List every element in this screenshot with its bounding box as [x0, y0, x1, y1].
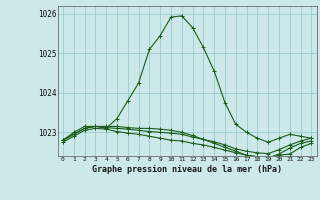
X-axis label: Graphe pression niveau de la mer (hPa): Graphe pression niveau de la mer (hPa): [92, 165, 282, 174]
